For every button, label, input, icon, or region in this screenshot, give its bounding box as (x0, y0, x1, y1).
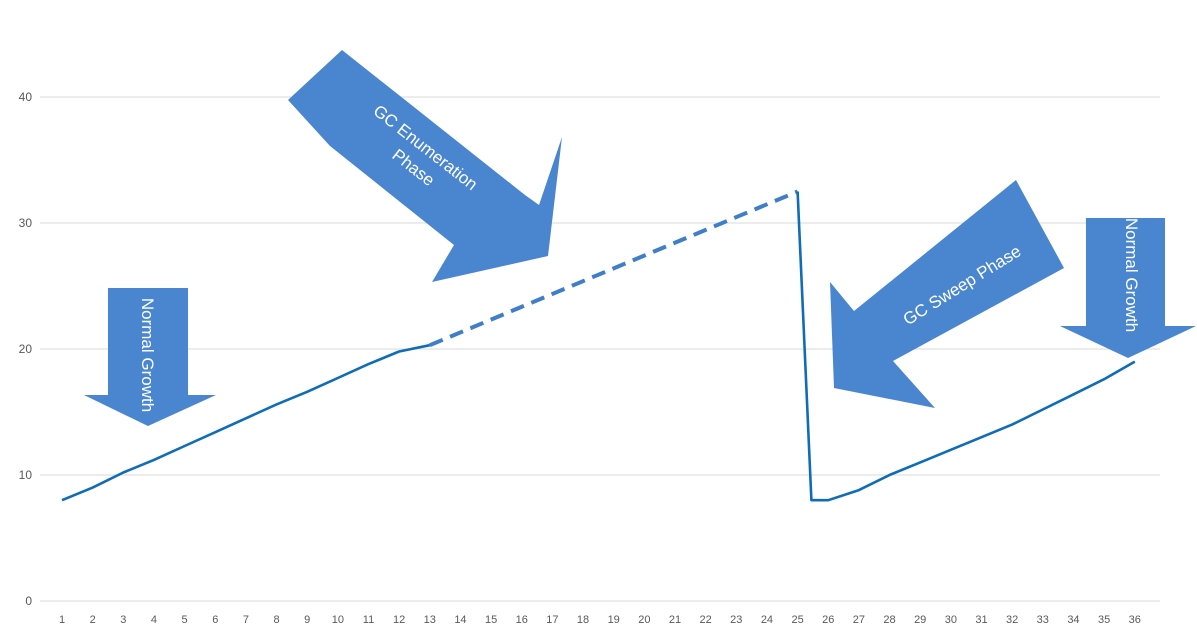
y-tick-label: 10 (19, 468, 33, 482)
x-tick-label: 35 (1098, 614, 1110, 626)
x-tick-label: 9 (304, 614, 310, 626)
x-tick-label: 1 (59, 614, 65, 626)
normal-growth-right-arrow: Normal Growth (1060, 218, 1196, 358)
x-tick-label: 17 (546, 614, 558, 626)
x-tick-label: 4 (151, 614, 157, 626)
x-tick-label: 32 (1006, 614, 1018, 626)
y-tick-label: 30 (19, 216, 33, 230)
x-tick-label: 14 (454, 614, 466, 626)
x-tick-label: 16 (516, 614, 528, 626)
series-line-1 (61, 343, 431, 502)
normal-growth-right-label: Normal Growth (1122, 218, 1141, 332)
x-tick-label: 2 (90, 614, 96, 626)
x-tick-label: 34 (1067, 614, 1079, 626)
x-tick-label: 12 (393, 614, 405, 626)
normal-growth-left-label: Normal Growth (138, 298, 157, 412)
x-tick-label: 5 (182, 614, 188, 626)
x-tick-label: 15 (485, 614, 497, 626)
gridlines (40, 96, 1160, 602)
x-tick-label: 25 (791, 614, 803, 626)
y-tick-label: 0 (25, 594, 32, 608)
x-tick-label: 29 (914, 614, 926, 626)
normal-growth-left-arrow: Normal Growth (84, 288, 216, 426)
x-tick-label: 18 (577, 614, 589, 626)
series-line-2 (429, 189, 799, 348)
x-tick-label: 23 (730, 614, 742, 626)
x-tick-label: 36 (1129, 614, 1141, 626)
x-tick-label: 3 (120, 614, 126, 626)
x-tick-label: 11 (363, 614, 374, 626)
x-tick-label: 6 (212, 614, 218, 626)
series-lines (61, 189, 1136, 502)
series-line-3 (796, 191, 1136, 502)
x-tick-label: 7 (243, 614, 249, 626)
x-tick-label: 21 (669, 614, 681, 626)
y-tick-label: 20 (19, 342, 33, 356)
x-tick-label: 10 (332, 614, 344, 626)
x-tick-label: 22 (700, 614, 712, 626)
x-tick-label: 20 (638, 614, 650, 626)
y-tick-label: 40 (19, 90, 33, 104)
x-tick-label: 27 (853, 614, 865, 626)
x-tick-label: 26 (822, 614, 834, 626)
x-tick-label: 33 (1037, 614, 1049, 626)
x-tick-labels: 1 2 3 4 5 6 7 8 9 10 11 12 13 14 15 16 17 18 19 20 21 22 23 24 2… (59, 614, 1141, 626)
y-tick-labels: 0 10 20 30 40 (19, 90, 33, 608)
x-tick-label: 13 (424, 614, 436, 626)
x-tick-label: 8 (273, 614, 279, 626)
x-tick-label: 30 (945, 614, 957, 626)
gc-enumeration-arrow: GC Enumeration Phase (288, 50, 562, 282)
x-tick-label: 31 (975, 614, 987, 626)
x-tick-label: 19 (608, 614, 620, 626)
x-tick-label: 28 (883, 614, 895, 626)
x-tick-label: 24 (761, 614, 773, 626)
gc-sweep-arrow: GC Sweep Phase (830, 180, 1064, 408)
